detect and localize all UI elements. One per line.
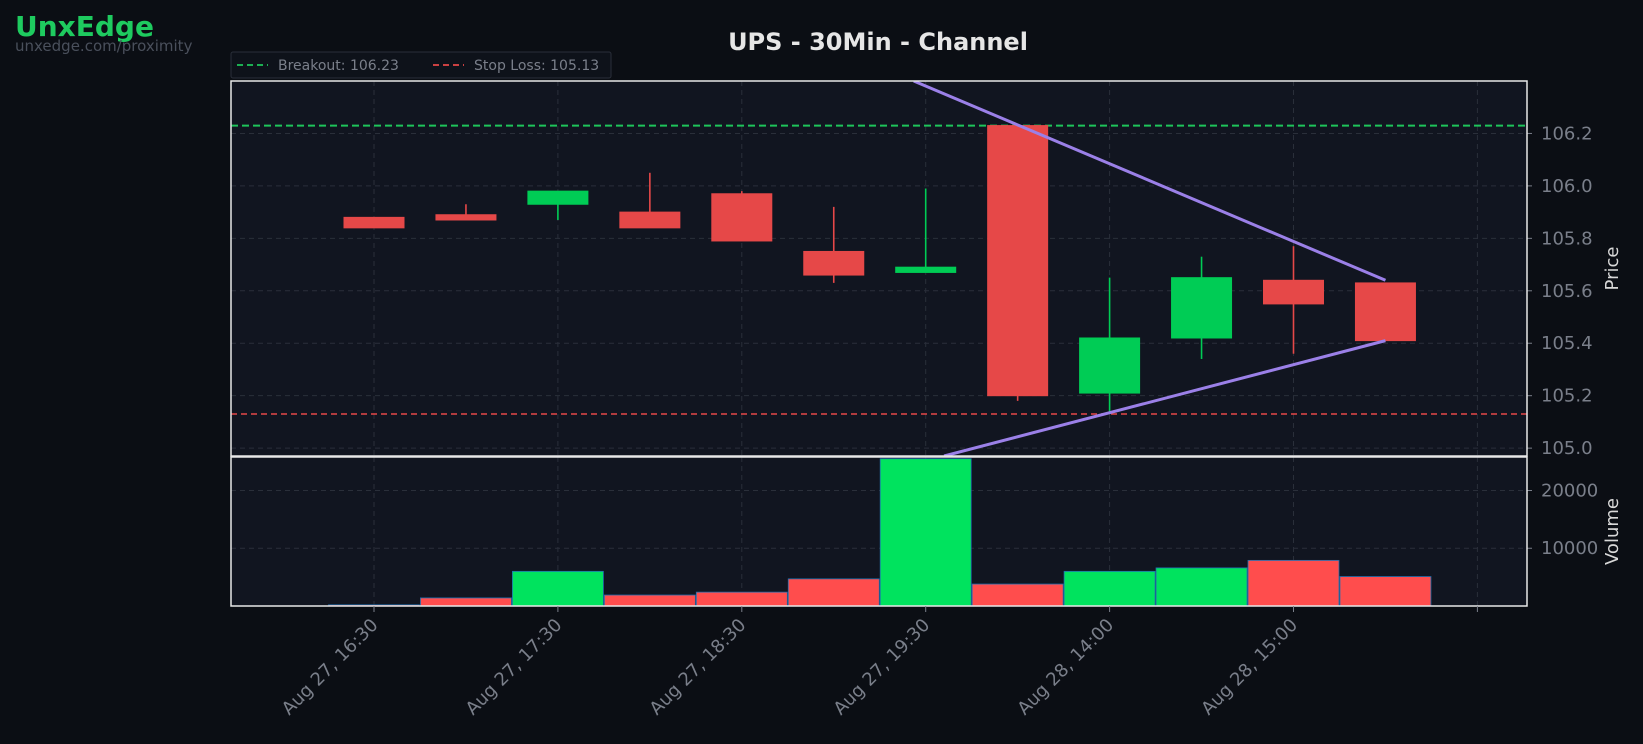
volume-bar bbox=[603, 594, 696, 607]
x-tick-label: Aug 28, 15:00 bbox=[1197, 615, 1302, 720]
volume-bar bbox=[1063, 570, 1156, 607]
volume-bar bbox=[1339, 576, 1432, 607]
price-axis-label: Price bbox=[1602, 247, 1623, 291]
volume-bar bbox=[879, 458, 972, 607]
price-tick-label: 106.0 bbox=[1541, 176, 1593, 197]
legend-breakout-label: Breakout: 106.23 bbox=[278, 58, 399, 74]
x-tick-label: Aug 27, 17:30 bbox=[462, 615, 567, 720]
candle-body bbox=[527, 190, 589, 205]
candle-body bbox=[1079, 337, 1141, 394]
volume-bar bbox=[787, 578, 880, 607]
price-panel-border bbox=[230, 80, 1528, 457]
volume-tick-label: 20000 bbox=[1541, 480, 1598, 501]
candle-body bbox=[987, 125, 1049, 397]
channel-trendline bbox=[943, 339, 1386, 456]
candle-body bbox=[895, 266, 957, 273]
price-panel bbox=[231, 81, 1527, 456]
channel-trendline bbox=[913, 81, 1387, 282]
legend-stop-label: Stop Loss: 105.13 bbox=[474, 58, 599, 74]
volume-bar bbox=[512, 570, 604, 607]
candle-body bbox=[1263, 279, 1324, 305]
price-tick-label: 105.8 bbox=[1541, 228, 1593, 249]
price-tick-label: 105.0 bbox=[1541, 438, 1593, 459]
x-tick-label: Aug 27, 19:30 bbox=[830, 615, 935, 720]
candle-body bbox=[1171, 277, 1233, 339]
volume-bar bbox=[1155, 567, 1248, 607]
candle-body bbox=[619, 211, 681, 229]
volume-tick-label: 10000 bbox=[1541, 538, 1598, 559]
candle-body bbox=[803, 250, 865, 276]
price-tick-label: 106.2 bbox=[1541, 123, 1593, 144]
x-tick-label: Aug 28, 14:00 bbox=[1013, 615, 1118, 720]
brand-logo: UnxEdge bbox=[15, 10, 154, 43]
chart-title: UPS - 30Min - Channel bbox=[728, 28, 1028, 56]
x-tick-label: Aug 27, 16:30 bbox=[278, 615, 383, 720]
price-tick-label: 105.6 bbox=[1541, 281, 1593, 302]
volume-bar bbox=[1247, 559, 1340, 607]
price-tick-label: 105.4 bbox=[1541, 333, 1593, 354]
candle-body bbox=[435, 214, 497, 221]
volume-bar bbox=[971, 583, 1064, 607]
candle-body bbox=[711, 193, 773, 242]
price-tick-label: 105.2 bbox=[1541, 386, 1593, 407]
legend-box bbox=[230, 51, 612, 79]
x-tick-label: Aug 27, 18:30 bbox=[646, 615, 751, 720]
brand-url: unxedge.com/proximity bbox=[15, 37, 193, 55]
candle-body bbox=[1354, 282, 1416, 342]
volume-panel-border bbox=[230, 456, 1528, 607]
candle-body bbox=[343, 216, 405, 229]
trendline-group bbox=[913, 81, 1387, 456]
volume-bar bbox=[420, 597, 512, 607]
volume-axis-label: Volume bbox=[1602, 498, 1623, 565]
volume-bar bbox=[695, 591, 788, 607]
